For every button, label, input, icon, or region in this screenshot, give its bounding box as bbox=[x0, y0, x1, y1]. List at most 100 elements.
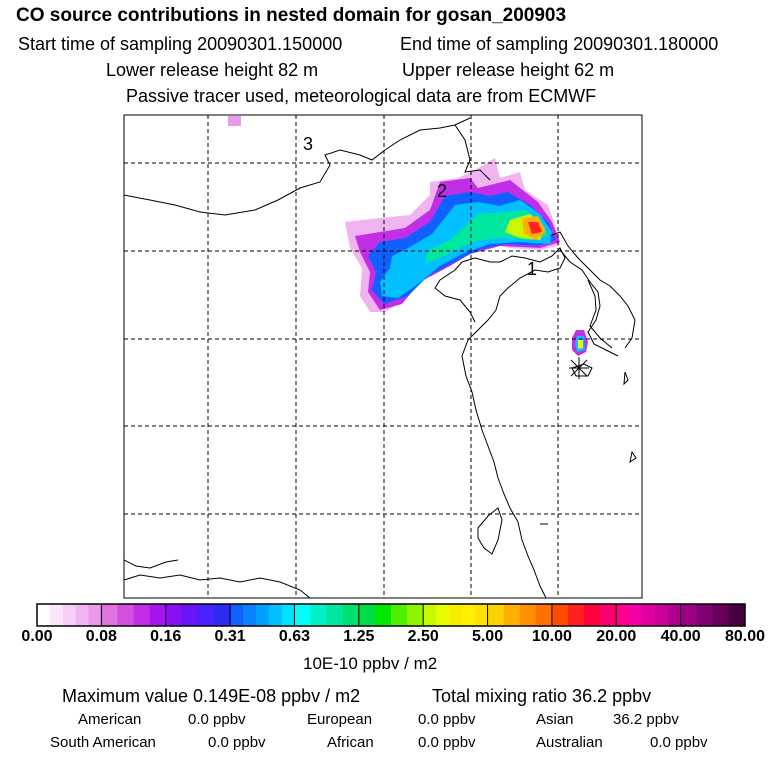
jeju-coast bbox=[571, 363, 593, 377]
colorbar-frame bbox=[36, 603, 746, 627]
region-label-1: 1 bbox=[527, 259, 537, 279]
china-coast bbox=[461, 257, 500, 263]
region-label-2: 2 bbox=[437, 181, 447, 201]
colorbar-swatch bbox=[149, 604, 167, 626]
source-name-african: African bbox=[327, 734, 374, 751]
colorbar-swatch bbox=[487, 604, 505, 626]
colorbar-tick-label: 2.50 bbox=[407, 628, 439, 645]
colorbar-swatch bbox=[75, 604, 89, 626]
colorbar-tick-label: 0.08 bbox=[85, 628, 117, 645]
total-mixing-ratio-label: Total mixing ratio 36.2 ppbv bbox=[432, 686, 652, 706]
colorbar-tick-label: 80.00 bbox=[724, 628, 766, 645]
colorbar-swatch bbox=[133, 604, 151, 626]
source-value-african: 0.0 ppbv bbox=[418, 734, 476, 751]
source-value-american: 0.0 ppbv bbox=[188, 711, 246, 728]
colorbar-swatch bbox=[268, 604, 283, 626]
colorbar-swatch bbox=[436, 604, 450, 626]
colorbar-swatch bbox=[255, 604, 270, 626]
jeju-plume-peak bbox=[578, 340, 583, 349]
colorbar bbox=[36, 603, 746, 627]
island-coast bbox=[629, 450, 637, 464]
colorbar-swatch bbox=[37, 604, 51, 626]
korea-coast bbox=[559, 249, 619, 357]
map-frame bbox=[123, 114, 643, 599]
colorbar-swatch bbox=[117, 604, 135, 626]
colorbar-swatch bbox=[101, 604, 118, 626]
tracer-note: Passive tracer used, meteorological data… bbox=[126, 86, 597, 106]
plume-red bbox=[528, 222, 542, 234]
colorbar-tick-label: 5.00 bbox=[471, 628, 504, 645]
colorbar-tick-label: 10.00 bbox=[531, 628, 572, 645]
plume-patch bbox=[228, 116, 241, 126]
colorbar-tick-label: 0.63 bbox=[278, 628, 311, 645]
colorbar-swatch bbox=[535, 604, 553, 626]
colorbar-unit: 10E-10 ppbv / m2 bbox=[303, 654, 438, 673]
colorbar-tick-label: 20.00 bbox=[596, 628, 637, 645]
colorbar-swatch bbox=[358, 604, 376, 626]
border-line bbox=[124, 117, 471, 216]
colorbar-swatch bbox=[407, 604, 424, 626]
colorbar-swatch bbox=[654, 604, 669, 626]
colorbar-swatch bbox=[712, 604, 730, 626]
start-time-label: Start time of sampling 20090301.150000 bbox=[18, 34, 343, 54]
colorbar-swatch bbox=[242, 604, 257, 626]
colorbar-swatch bbox=[642, 604, 656, 626]
lower-release-label: Lower release height 82 m bbox=[106, 60, 319, 80]
source-name-australian: Australian bbox=[536, 734, 603, 751]
island-coast bbox=[623, 371, 629, 386]
border-line bbox=[454, 124, 491, 181]
colorbar-swatch bbox=[667, 604, 682, 626]
colorbar-swatch bbox=[165, 604, 183, 626]
colorbar-swatch bbox=[503, 604, 521, 626]
colorbar-swatch bbox=[448, 604, 463, 626]
colorbar-tick-label: 0.16 bbox=[150, 628, 182, 645]
colorbar-swatch bbox=[62, 604, 77, 626]
colorbar-swatch bbox=[584, 604, 601, 626]
end-time-label: End time of sampling 20090301.180000 bbox=[400, 34, 719, 54]
colorbar-swatch bbox=[281, 604, 295, 626]
colorbar-swatch bbox=[629, 604, 643, 626]
colorbar-swatch bbox=[568, 604, 585, 626]
source-name-european: European bbox=[307, 711, 373, 728]
colorbar-swatch bbox=[728, 604, 746, 626]
colorbar-swatch bbox=[230, 604, 244, 626]
colorbar-swatch bbox=[326, 604, 344, 626]
china-coast bbox=[461, 247, 566, 598]
chart-title: CO source contributions in nested domain… bbox=[16, 5, 567, 26]
colorbar-swatch bbox=[214, 604, 231, 626]
colorbar-swatch bbox=[374, 604, 392, 626]
map-grid bbox=[124, 115, 642, 598]
colorbar-swatch bbox=[600, 604, 617, 626]
source-name-south-american: South American bbox=[50, 734, 156, 751]
border-line bbox=[124, 574, 311, 598]
colorbar-swatch bbox=[49, 604, 64, 626]
colorbar-swatch bbox=[616, 604, 630, 626]
coastlines bbox=[124, 117, 637, 598]
korea-coast bbox=[587, 279, 613, 349]
source-name-asian: Asian bbox=[536, 711, 574, 728]
receptor-marker-icon bbox=[569, 357, 589, 379]
colorbar-swatch bbox=[88, 604, 102, 626]
colorbar-swatch bbox=[294, 604, 312, 626]
upper-release-label: Upper release height 62 m bbox=[402, 60, 615, 80]
colorbar-swatch bbox=[197, 604, 215, 626]
max-value-label: Maximum value 0.149E-08 ppbv / m2 bbox=[62, 686, 361, 706]
korea-coast bbox=[549, 231, 636, 349]
concentration-field bbox=[228, 116, 588, 356]
shandong-coast bbox=[434, 261, 476, 323]
colorbar-tick-label: 40.00 bbox=[660, 628, 701, 645]
colorbar-swatch bbox=[423, 604, 437, 626]
colorbar-swatch bbox=[342, 604, 360, 626]
colorbar-tick-label: 1.25 bbox=[343, 628, 375, 645]
colorbar-swatch bbox=[181, 604, 199, 626]
map-plot: 1 2 3 bbox=[123, 114, 643, 599]
colorbar-swatch bbox=[391, 604, 408, 626]
colorbar-tick-label: 0.00 bbox=[21, 628, 53, 645]
colorbar-tick-label: 0.31 bbox=[214, 628, 246, 645]
colorbar-swatch bbox=[310, 604, 328, 626]
region-label-3: 3 bbox=[303, 134, 313, 154]
source-value-european: 0.0 ppbv bbox=[418, 711, 476, 728]
colorbar-swatch bbox=[680, 604, 698, 626]
colorbar-swatch bbox=[474, 604, 489, 626]
colorbar-swatch bbox=[519, 604, 537, 626]
